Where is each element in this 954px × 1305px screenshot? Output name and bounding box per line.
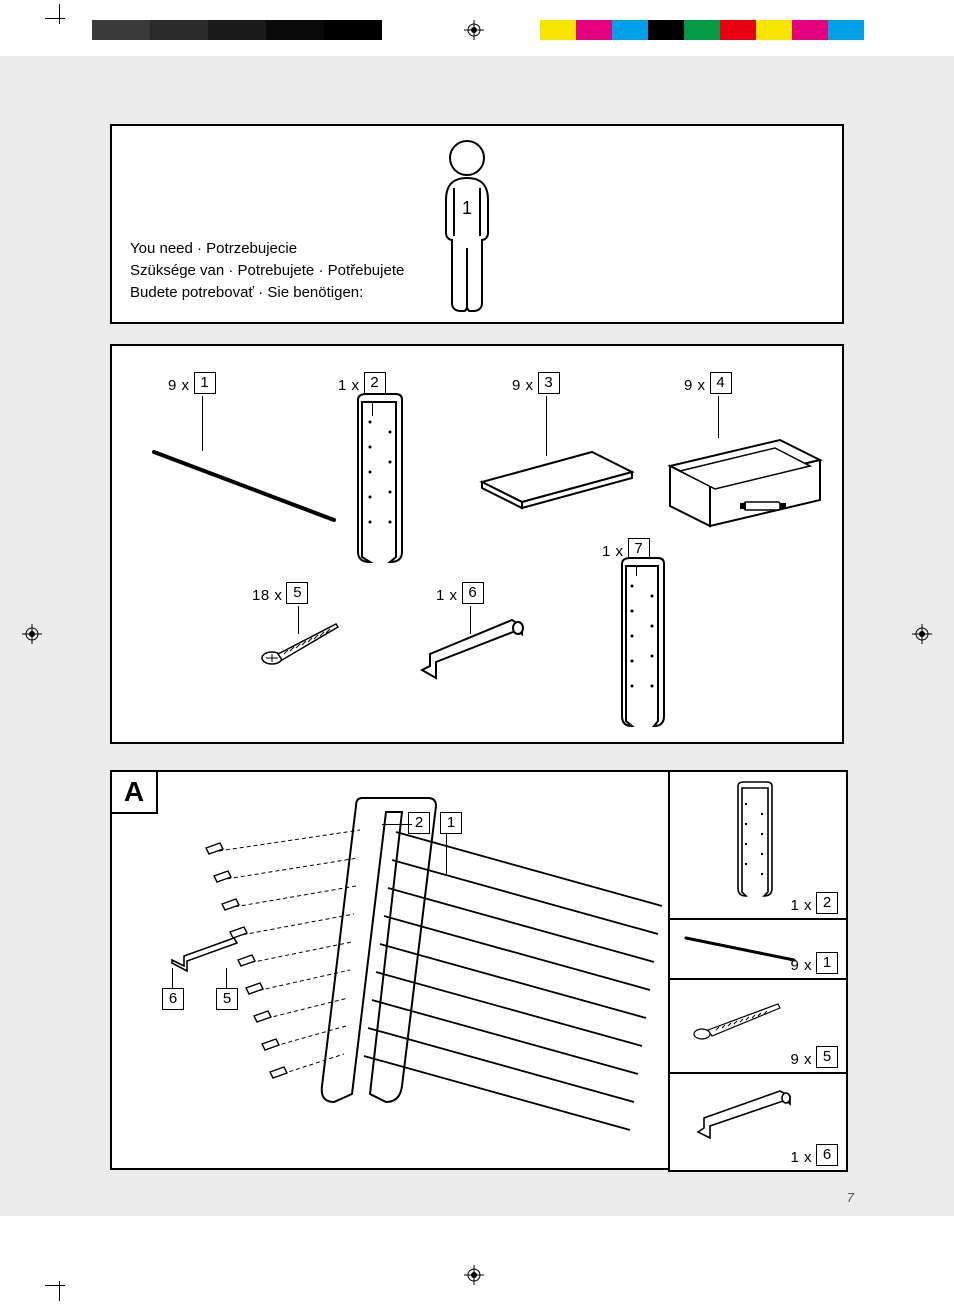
part-num: 4 (710, 372, 732, 394)
shelf-icon (472, 442, 642, 512)
side-num: 1 (816, 952, 838, 974)
color-bar-left (92, 20, 382, 40)
registration-mark-icon (464, 20, 484, 40)
step-side-cell: 1 x2 (668, 770, 848, 920)
callout-num: 1 (440, 812, 462, 834)
you-need-panel: You need · Potrzebujecie Szüksége van · … (110, 124, 844, 324)
part-callout: 9 x 4 (684, 372, 732, 394)
screw-mini-icon (690, 998, 790, 1046)
part-num: 2 (364, 372, 386, 394)
callout-num: 2 (408, 812, 430, 834)
person-icon: 1 (422, 138, 512, 313)
side-num: 2 (816, 892, 838, 914)
part-callout: 9 x 3 (512, 372, 560, 394)
part-num: 3 (538, 372, 560, 394)
crop-mark-icon (45, 4, 75, 34)
hook-mini-icon (690, 1088, 800, 1144)
side-panel-right-icon (614, 556, 672, 731)
part-qty: 9 x (168, 377, 190, 394)
part-callout: 1 x 2 (338, 372, 386, 394)
rod-mini-icon (680, 930, 800, 966)
side-panel-mini-icon (732, 780, 778, 900)
callout-num: 6 (162, 988, 184, 1010)
you-need-text: You need · Potrzebujecie Szüksége van · … (130, 238, 404, 303)
part-qty: 9 x (684, 377, 706, 394)
registration-mark-icon (912, 624, 932, 644)
side-qty: 9 x (790, 1051, 812, 1068)
rod-icon (144, 438, 344, 528)
hook-icon (412, 614, 532, 684)
page-number: 7 (847, 1190, 854, 1205)
part-num: 6 (462, 582, 484, 604)
color-bar-right (540, 20, 864, 40)
part-qty: 1 x (436, 587, 458, 604)
screw-icon (258, 614, 348, 674)
part-callout: 18 x 5 (252, 582, 308, 604)
part-num: 5 (286, 582, 308, 604)
crop-mark-icon (45, 1271, 75, 1301)
registration-mark-icon (464, 1265, 484, 1285)
side-qty: 1 x (790, 1149, 812, 1166)
part-callout: 9 x 1 (168, 372, 216, 394)
side-qty: 1 x (790, 897, 812, 914)
need-line: Budete potrebovať · Sie benötigen: (130, 282, 404, 304)
step-a-panel: A (110, 770, 844, 1170)
side-panel-left-icon (350, 392, 410, 567)
step-side-cell: 9 x1 (668, 918, 848, 980)
part-qty: 18 x (252, 587, 282, 604)
callout-num: 5 (216, 988, 238, 1010)
registration-mark-icon (22, 624, 42, 644)
part-callout: 1 x 6 (436, 582, 484, 604)
side-num: 6 (816, 1144, 838, 1166)
step-side-cell: 9 x5 (668, 978, 848, 1074)
person-count: 1 (462, 198, 472, 219)
parts-panel: 9 x 1 1 x 2 9 x 3 9 x 4 18 (110, 344, 844, 744)
step-callouts-top: 2 1 (408, 812, 462, 834)
side-qty: 9 x (790, 957, 812, 974)
side-num: 5 (816, 1046, 838, 1068)
drawer-icon (660, 426, 830, 536)
part-qty: 9 x (512, 377, 534, 394)
need-line: You need · Potrzebujecie (130, 238, 404, 260)
need-line: Szüksége van · Potrebujete · Potřebujete (130, 260, 404, 282)
assembly-diagram (142, 786, 672, 1166)
step-side-cell: 1 x6 (668, 1072, 848, 1172)
part-num: 1 (194, 372, 216, 394)
